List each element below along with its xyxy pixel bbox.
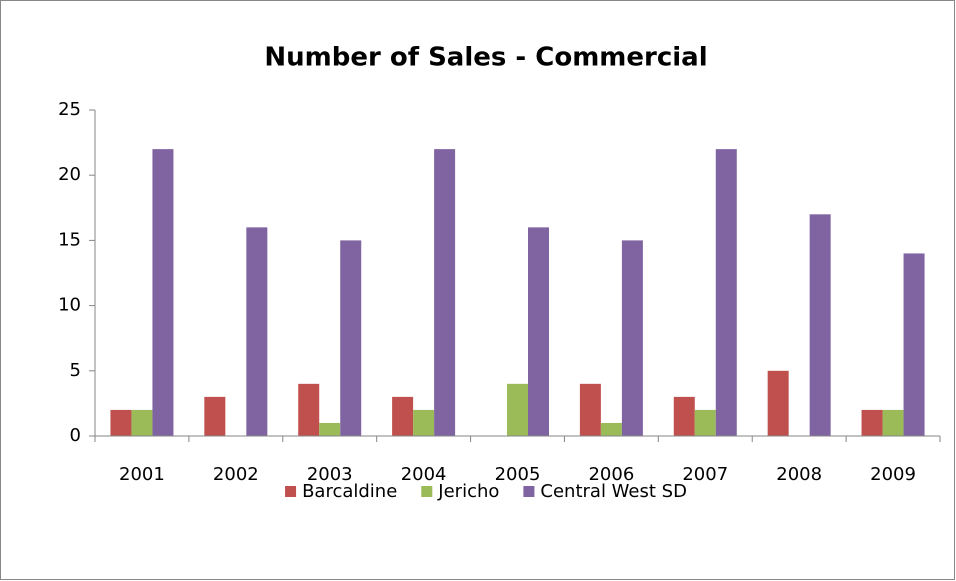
bar bbox=[319, 422, 341, 436]
y-tick-label: 10 bbox=[58, 295, 81, 316]
bar bbox=[204, 396, 226, 436]
bar bbox=[110, 409, 132, 436]
bar bbox=[673, 396, 695, 436]
bar bbox=[715, 149, 737, 436]
bar bbox=[767, 370, 789, 436]
chart-title: Number of Sales - Commercial bbox=[264, 43, 707, 73]
bar bbox=[507, 383, 528, 436]
legend-label: Barcaldine bbox=[302, 481, 397, 502]
bar bbox=[152, 149, 174, 436]
x-tick-label: 2008 bbox=[776, 464, 822, 485]
legend-swatch bbox=[285, 486, 297, 497]
y-tick-label: 20 bbox=[58, 164, 81, 185]
y-tick-label: 25 bbox=[58, 99, 81, 120]
x-tick-label: 2004 bbox=[401, 464, 447, 485]
x-tick-label: 2002 bbox=[213, 464, 259, 485]
x-tick-label: 2006 bbox=[588, 464, 634, 485]
legend-swatch bbox=[421, 486, 433, 497]
bar bbox=[600, 422, 622, 436]
bar bbox=[903, 253, 925, 436]
y-tick-label: 5 bbox=[70, 360, 81, 381]
bar bbox=[340, 240, 362, 436]
x-tick-label: 2007 bbox=[682, 464, 728, 485]
legend-label: Jericho bbox=[437, 481, 499, 502]
y-tick-label: 0 bbox=[70, 425, 81, 446]
bar bbox=[621, 240, 643, 436]
bar bbox=[413, 409, 435, 436]
bar bbox=[694, 409, 716, 436]
bar bbox=[579, 383, 601, 436]
bar bbox=[392, 396, 414, 436]
x-tick-label: 2009 bbox=[870, 464, 916, 485]
legend-label: Central West SD bbox=[540, 481, 687, 502]
bar bbox=[528, 227, 549, 436]
bar bbox=[298, 383, 320, 436]
bar bbox=[882, 409, 904, 436]
x-tick-label: 2003 bbox=[307, 464, 353, 485]
legend-swatch bbox=[523, 486, 535, 497]
y-tick-label: 15 bbox=[58, 229, 81, 250]
bar bbox=[246, 227, 268, 436]
x-tick-label: 2001 bbox=[119, 464, 165, 485]
bar bbox=[131, 409, 153, 436]
bar bbox=[861, 409, 883, 436]
x-tick-label: 2005 bbox=[495, 464, 541, 485]
bar bbox=[809, 214, 831, 436]
bar bbox=[434, 149, 456, 436]
